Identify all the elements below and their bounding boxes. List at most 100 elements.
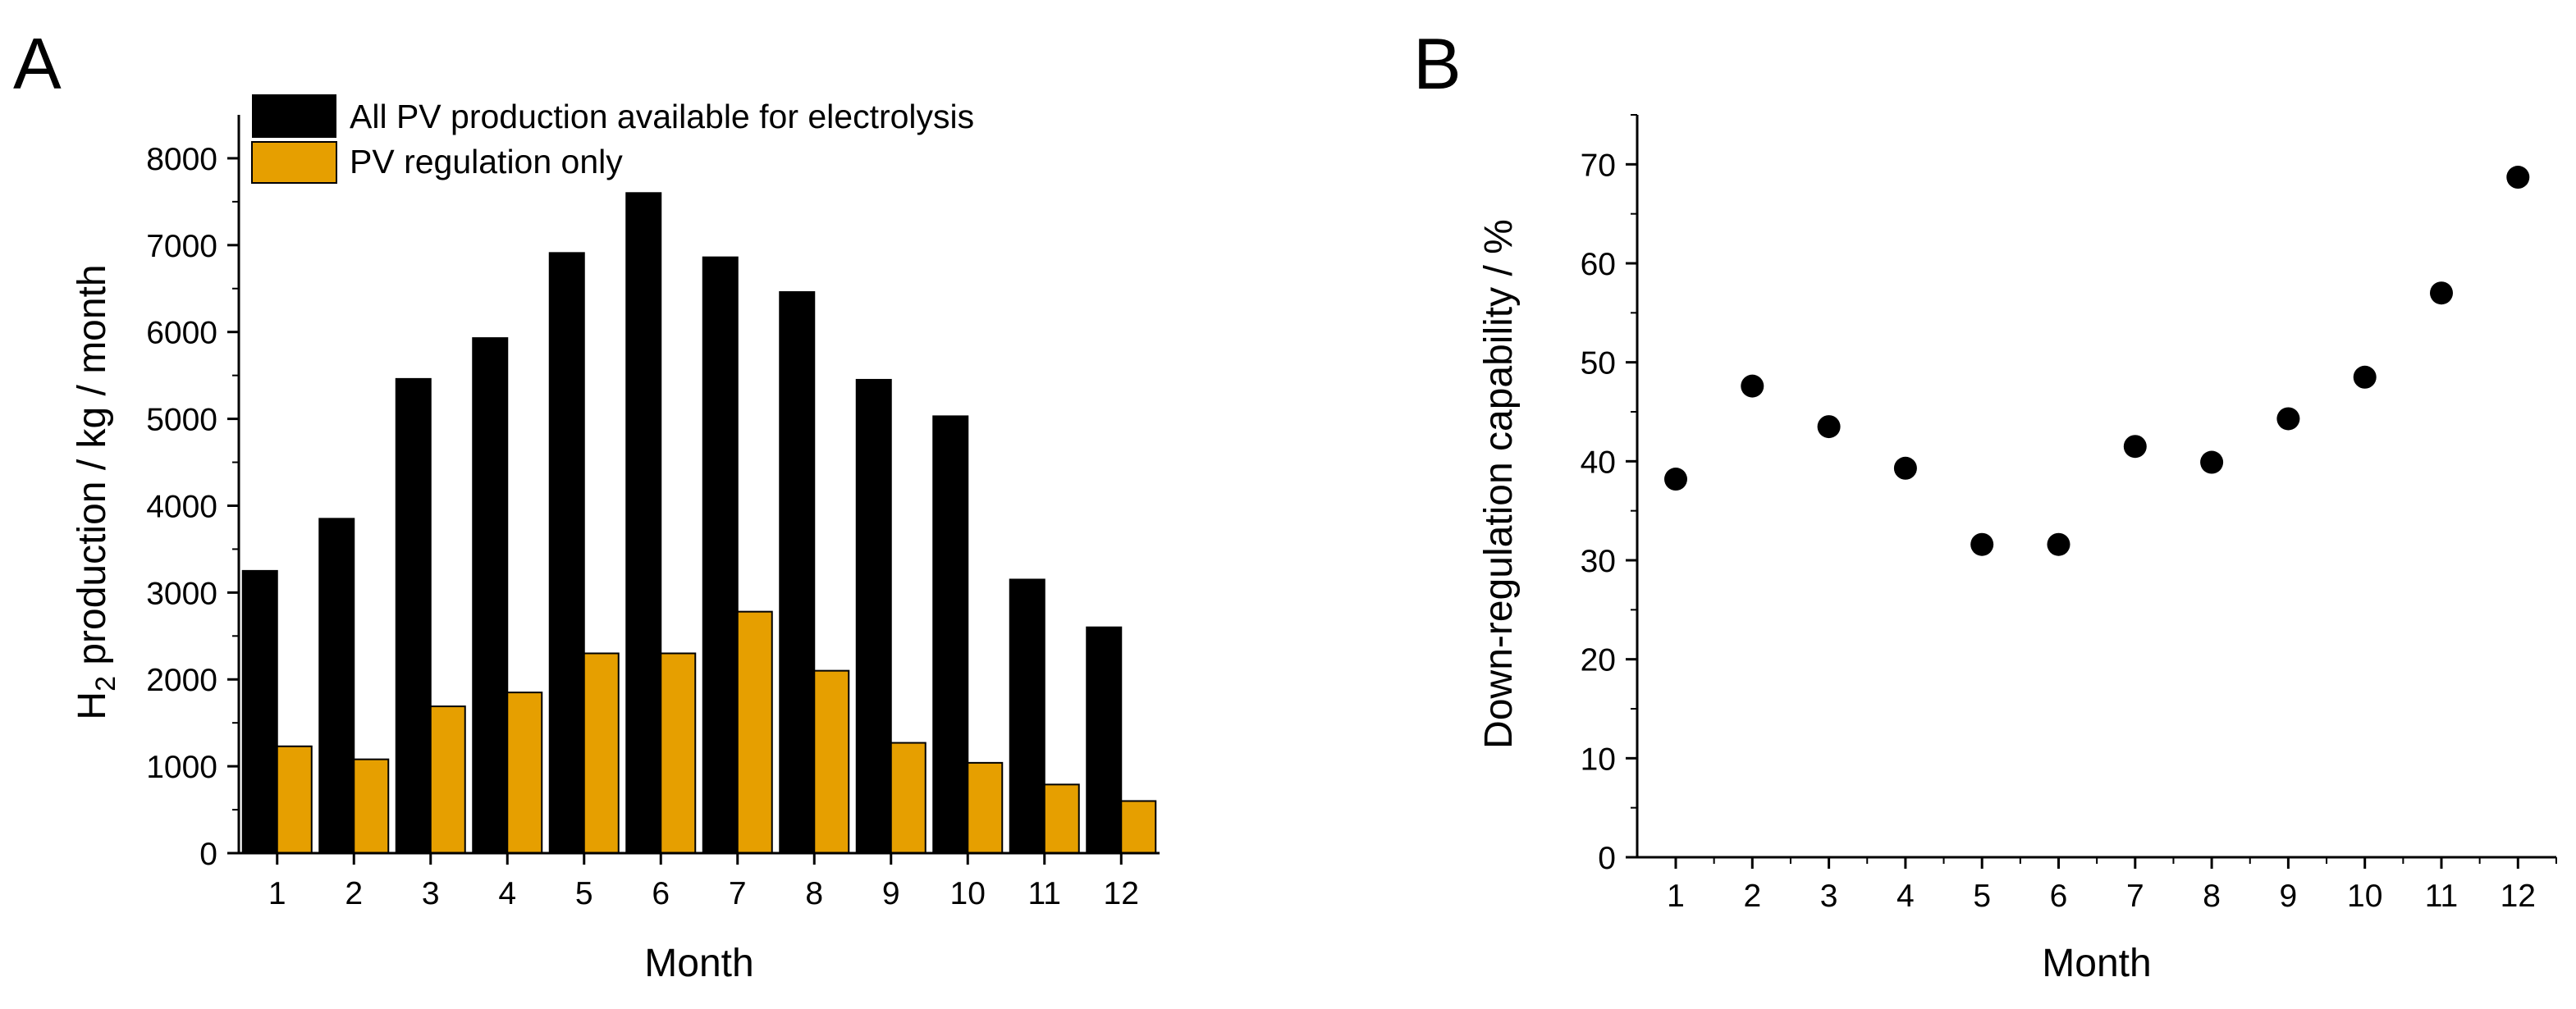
chart-b-x-tick-label: 4 bbox=[1897, 879, 1915, 914]
chart-a-y-tick-label: 8000 bbox=[146, 142, 217, 177]
legend-label-all-pv: All PV production available for electrol… bbox=[350, 98, 974, 135]
legend-swatch-pv-regulation bbox=[251, 141, 337, 184]
bar-all-pv-6 bbox=[625, 192, 662, 854]
bar-pv-regulation-6 bbox=[660, 652, 697, 854]
bar-pv-regulation-11 bbox=[1043, 783, 1080, 855]
scatter-point-month-3 bbox=[1817, 415, 1841, 439]
bar-all-pv-1 bbox=[241, 569, 278, 854]
scatter-point-month-7 bbox=[2123, 435, 2147, 459]
chart-a-x-tick-label: 4 bbox=[498, 876, 516, 911]
chart-a-x-axis-title: Month bbox=[644, 942, 753, 985]
y-title-rest: production / kg / month bbox=[71, 264, 114, 676]
bar-all-pv-2 bbox=[318, 518, 355, 855]
bar-all-pv-5 bbox=[548, 252, 585, 854]
bar-all-pv-7 bbox=[702, 256, 739, 855]
scatter-point-month-2 bbox=[1741, 374, 1764, 398]
chart-a-y-axis-title: H2 production / kg / month bbox=[71, 264, 121, 719]
bar-all-pv-11 bbox=[1009, 578, 1045, 854]
chart-b-x-axis-title: Month bbox=[2042, 942, 2151, 985]
scatter-point-month-6 bbox=[2047, 532, 2070, 556]
bar-pv-regulation-1 bbox=[276, 745, 313, 854]
chart-a-x-tick-label: 1 bbox=[268, 876, 286, 911]
chart-b-x-tick-label: 3 bbox=[1820, 879, 1838, 914]
scatter-point-month-5 bbox=[1970, 532, 1994, 556]
chart-a-y-tick-label: 1000 bbox=[146, 750, 217, 785]
bar-pv-regulation-10 bbox=[967, 761, 1004, 854]
chart-a-y-tick-label: 7000 bbox=[146, 229, 217, 264]
scatter-point-month-1 bbox=[1664, 468, 1687, 491]
bar-all-pv-3 bbox=[395, 377, 432, 855]
chart-a-x-tick-label: 6 bbox=[652, 876, 670, 911]
bar-pv-regulation-9 bbox=[890, 742, 927, 854]
chart-a-y-tick-label: 3000 bbox=[146, 576, 217, 611]
chart-a-y-tick-label: 6000 bbox=[146, 316, 217, 351]
chart-a-x-tick-label: 2 bbox=[345, 876, 363, 911]
bar-pv-regulation-12 bbox=[1120, 800, 1157, 854]
bar-all-pv-12 bbox=[1086, 626, 1123, 854]
chart-b-x-tick-label: 1 bbox=[1667, 879, 1685, 914]
scatter-point-month-8 bbox=[2200, 450, 2224, 474]
chart-a-x-tick-label: 5 bbox=[575, 876, 593, 911]
chart-a-bars bbox=[241, 192, 1157, 855]
chart-b-y-tick-label: 50 bbox=[1581, 346, 1616, 381]
chart-a-x-tick-labels: 1 2 3 4 5 6 7 8 9 10 11 12 bbox=[268, 876, 1139, 911]
scatter-point-month-12 bbox=[2506, 166, 2530, 189]
bar-all-pv-8 bbox=[779, 291, 816, 854]
chart-a-y-tick-label: 0 bbox=[199, 837, 217, 872]
bar-pv-regulation-5 bbox=[583, 652, 620, 854]
chart-b-x-tick-label: 6 bbox=[2050, 879, 2068, 914]
scatter-point-month-10 bbox=[2353, 365, 2377, 389]
panel-label-b: B bbox=[1413, 23, 1462, 104]
chart-a-x-tick-label: 8 bbox=[805, 876, 823, 911]
bar-pv-regulation-3 bbox=[429, 705, 466, 855]
chart-a-axes bbox=[227, 115, 1160, 865]
chart-b-y-axis-title: Down-regulation capability / % bbox=[1477, 219, 1521, 749]
chart-b-x-tick-label: 11 bbox=[2425, 879, 2459, 914]
chart-b-y-tick-labels: 0 10 20 30 40 50 60 70 bbox=[1581, 148, 1616, 876]
chart-b-x-tick-label: 7 bbox=[2126, 879, 2144, 914]
chart-a-x-tick-label: 10 bbox=[950, 876, 986, 911]
panel-label-a: A bbox=[13, 23, 62, 104]
bar-all-pv-10 bbox=[932, 415, 969, 855]
chart-a-x-tick-label: 11 bbox=[1028, 876, 1062, 911]
chart-b-x-tick-label: 2 bbox=[1743, 879, 1761, 914]
chart-b-y-tick-label: 40 bbox=[1581, 445, 1616, 480]
chart-a-y-tick-labels: 0 1000 2000 3000 4000 5000 6000 7000 8000 bbox=[146, 142, 217, 872]
chart-b-x-tick-label: 9 bbox=[2280, 879, 2298, 914]
chart-b-y-tick-label: 20 bbox=[1581, 643, 1616, 678]
bar-pv-regulation-2 bbox=[353, 758, 390, 854]
chart-a-x-tick-label: 3 bbox=[422, 876, 440, 911]
bar-pv-regulation-7 bbox=[736, 610, 773, 854]
legend-label-pv-regulation: PV regulation only bbox=[350, 143, 623, 180]
chart-b-x-tick-label: 5 bbox=[1973, 879, 1991, 914]
chart-b-y-tick-label: 0 bbox=[1598, 841, 1616, 876]
scatter-point-month-9 bbox=[2276, 407, 2300, 431]
chart-a-y-tick-label: 2000 bbox=[146, 663, 217, 698]
chart-b-x-tick-labels: 1 2 3 4 5 6 7 8 9 10 11 12 bbox=[1667, 879, 2536, 914]
chart-a-x-tick-label: 12 bbox=[1104, 876, 1139, 911]
chart-a-y-tick-label: 4000 bbox=[146, 489, 217, 524]
chart-a-legend: All PV production available for electrol… bbox=[251, 94, 974, 184]
bar-all-pv-4 bbox=[472, 337, 509, 854]
chart-b-y-tick-label: 70 bbox=[1581, 148, 1616, 183]
chart-b-axes bbox=[1626, 114, 2557, 869]
chart-b-points bbox=[1664, 166, 2530, 556]
bar-all-pv-9 bbox=[855, 378, 892, 854]
chart-a-y-tick-label: 5000 bbox=[146, 403, 217, 438]
chart-b-y-tick-label: 60 bbox=[1581, 247, 1616, 282]
chart-b-y-tick-label: 30 bbox=[1581, 544, 1616, 579]
y-title-h: H bbox=[71, 692, 114, 720]
bar-pv-regulation-4 bbox=[506, 692, 543, 855]
scatter-point-month-4 bbox=[1893, 456, 1917, 480]
legend-swatch-all-pv bbox=[252, 94, 336, 138]
chart-b-y-tick-label: 10 bbox=[1581, 742, 1616, 777]
chart-a-x-tick-label: 7 bbox=[729, 876, 747, 911]
y-title-subscript: 2 bbox=[90, 676, 121, 692]
chart-a-x-tick-label: 9 bbox=[882, 876, 900, 911]
bar-pv-regulation-8 bbox=[813, 669, 850, 854]
chart-b-x-tick-label: 8 bbox=[2203, 879, 2221, 914]
scatter-point-month-11 bbox=[2430, 281, 2453, 305]
chart-b-x-tick-label: 10 bbox=[2347, 879, 2382, 914]
